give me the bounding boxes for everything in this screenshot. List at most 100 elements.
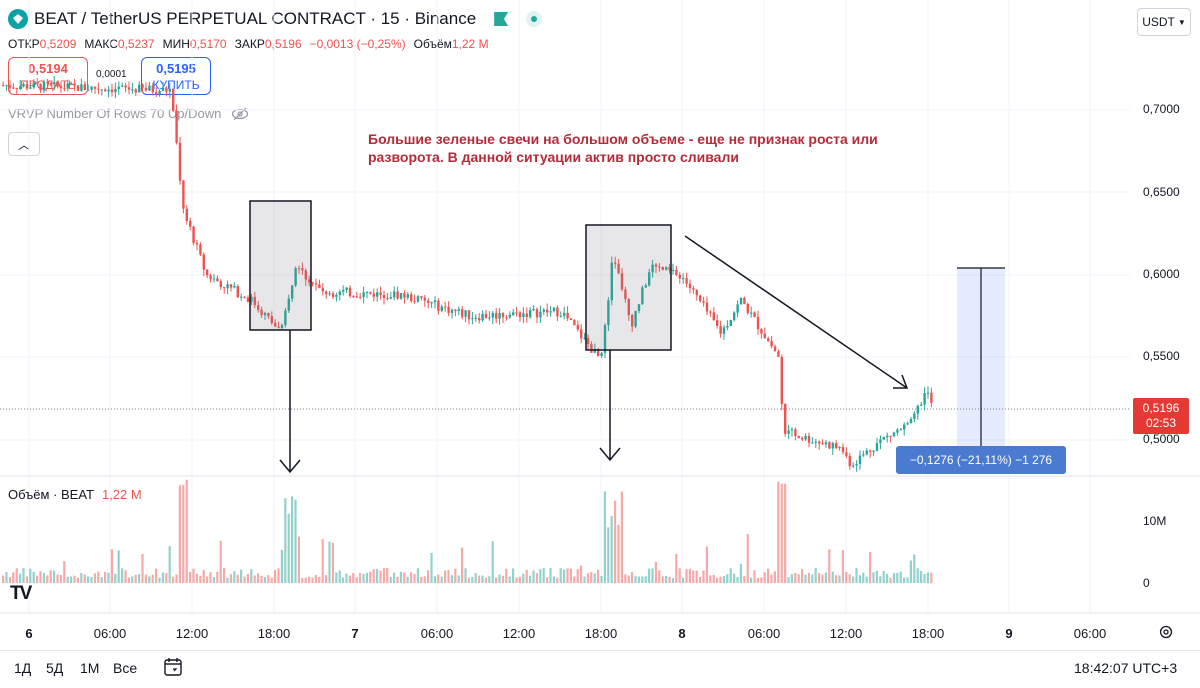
volume-bar: [22, 568, 25, 583]
chevron-up-icon: ︿: [17, 137, 30, 152]
volume-bar: [369, 571, 372, 583]
symbol-title-row[interactable]: BEAT / TetherUS PERPETUAL CONTRACT · 15 …: [8, 9, 543, 29]
highlight-box-1[interactable]: [249, 200, 312, 331]
volume-bar: [416, 568, 419, 583]
down-arrow-2[interactable]: [599, 350, 621, 462]
price-chart[interactable]: [0, 0, 1200, 650]
volume-bar: [610, 516, 613, 583]
candle-body: [532, 309, 535, 311]
volume-bar: [787, 577, 790, 583]
tradingview-logo[interactable]: TV: [10, 583, 32, 604]
volume-bar: [440, 576, 443, 583]
period-all-button[interactable]: Все: [113, 660, 138, 676]
chart-annotation[interactable]: Большие зеленые свечи на большом объеме …: [368, 131, 878, 165]
volume-bar: [294, 499, 297, 583]
time-axis-label: 06:00: [1073, 626, 1107, 641]
candle-body: [376, 292, 379, 297]
candle-body: [345, 287, 348, 290]
candle-body: [158, 90, 161, 95]
candle-body: [199, 244, 202, 255]
volume-bar: [352, 573, 355, 583]
price-axis-label: 0,6000: [1143, 267, 1180, 281]
candle-body: [229, 284, 233, 288]
candle-body: [263, 313, 267, 316]
volume-bar: [712, 574, 715, 583]
volume-legend[interactable]: Объём · BEAT 1,22 M: [8, 487, 142, 502]
volume-bar: [73, 575, 76, 583]
period-1m-button[interactable]: 1М: [80, 660, 100, 676]
currency-select[interactable]: USDT ▼: [1137, 8, 1191, 36]
volume-bar: [49, 570, 52, 583]
calendar-goto-icon[interactable]: [163, 657, 185, 677]
candle-body: [824, 442, 828, 445]
candle-body: [257, 305, 260, 310]
candle-body: [22, 84, 25, 87]
symbol-title[interactable]: BEAT / TetherUS PERPETUAL CONTRACT · 15 …: [34, 9, 477, 28]
candle-body: [651, 264, 654, 273]
volume-bar: [124, 570, 127, 583]
candle-body: [246, 297, 250, 302]
candle-body: [586, 337, 590, 345]
candle-body: [699, 295, 702, 302]
candle-body: [566, 312, 569, 319]
time-axis-label: 6: [25, 626, 33, 641]
gear-icon[interactable]: [1158, 624, 1174, 640]
candle-body: [600, 352, 603, 357]
volume-bar: [654, 561, 657, 583]
candle-body: [920, 404, 923, 406]
candle-body: [444, 306, 447, 308]
candle-body: [896, 429, 899, 433]
candle-body: [331, 293, 335, 297]
volume-bar: [342, 577, 345, 583]
collapse-indicators-button[interactable]: ︿: [8, 132, 40, 156]
clock[interactable]: 18:42:07 UTC+3: [1074, 660, 1178, 676]
volume-bar: [229, 574, 232, 583]
measure-label[interactable]: −0,1276 (−21,11%) −1 276: [896, 446, 1066, 474]
volume-bar: [784, 483, 787, 583]
candle-body: [784, 404, 787, 434]
flag-icon[interactable]: [494, 12, 509, 26]
candle-body: [875, 443, 879, 451]
volume-bar: [454, 568, 457, 583]
volume-bar: [688, 568, 691, 583]
candle-body: [209, 275, 212, 280]
candle-body: [175, 110, 178, 143]
candle-body: [705, 302, 709, 312]
volume-bar: [620, 491, 623, 583]
candle-body: [848, 455, 851, 467]
candle-body: [39, 83, 42, 91]
volume-bar: [308, 576, 311, 583]
period-1d-button[interactable]: 1Д: [14, 660, 32, 676]
candle-body: [233, 286, 236, 288]
candle-body: [355, 296, 358, 298]
candle-body: [236, 286, 239, 298]
volume-bar: [372, 569, 375, 583]
volume-bar: [25, 576, 28, 583]
volume-bar: [821, 574, 824, 583]
volume-bar: [328, 541, 331, 583]
trend-arrow[interactable]: [684, 235, 909, 389]
volume-bar: [311, 577, 314, 583]
volume-bar: [117, 550, 120, 583]
candle-body: [495, 312, 498, 319]
volume-bar: [42, 573, 45, 583]
volume-bar: [314, 574, 317, 583]
time-axis-label: 12:00: [502, 626, 536, 641]
period-5d-button[interactable]: 5Д: [46, 660, 64, 676]
market-status-icon[interactable]: [526, 11, 543, 27]
highlight-box-2[interactable]: [585, 224, 672, 351]
candle-body: [831, 443, 834, 449]
volume-bar: [695, 570, 698, 583]
candle-body: [712, 312, 715, 321]
candle-body: [835, 443, 838, 449]
volume-bar: [495, 577, 498, 583]
candle-body: [151, 85, 154, 93]
candle-body: [202, 254, 205, 270]
volume-bar: [702, 570, 705, 583]
volume-bar: [5, 572, 8, 583]
down-arrow-1[interactable]: [279, 330, 301, 474]
candle-body: [161, 87, 165, 91]
candle-body: [352, 296, 355, 298]
candle-body: [2, 85, 5, 87]
candle-body: [821, 443, 824, 445]
